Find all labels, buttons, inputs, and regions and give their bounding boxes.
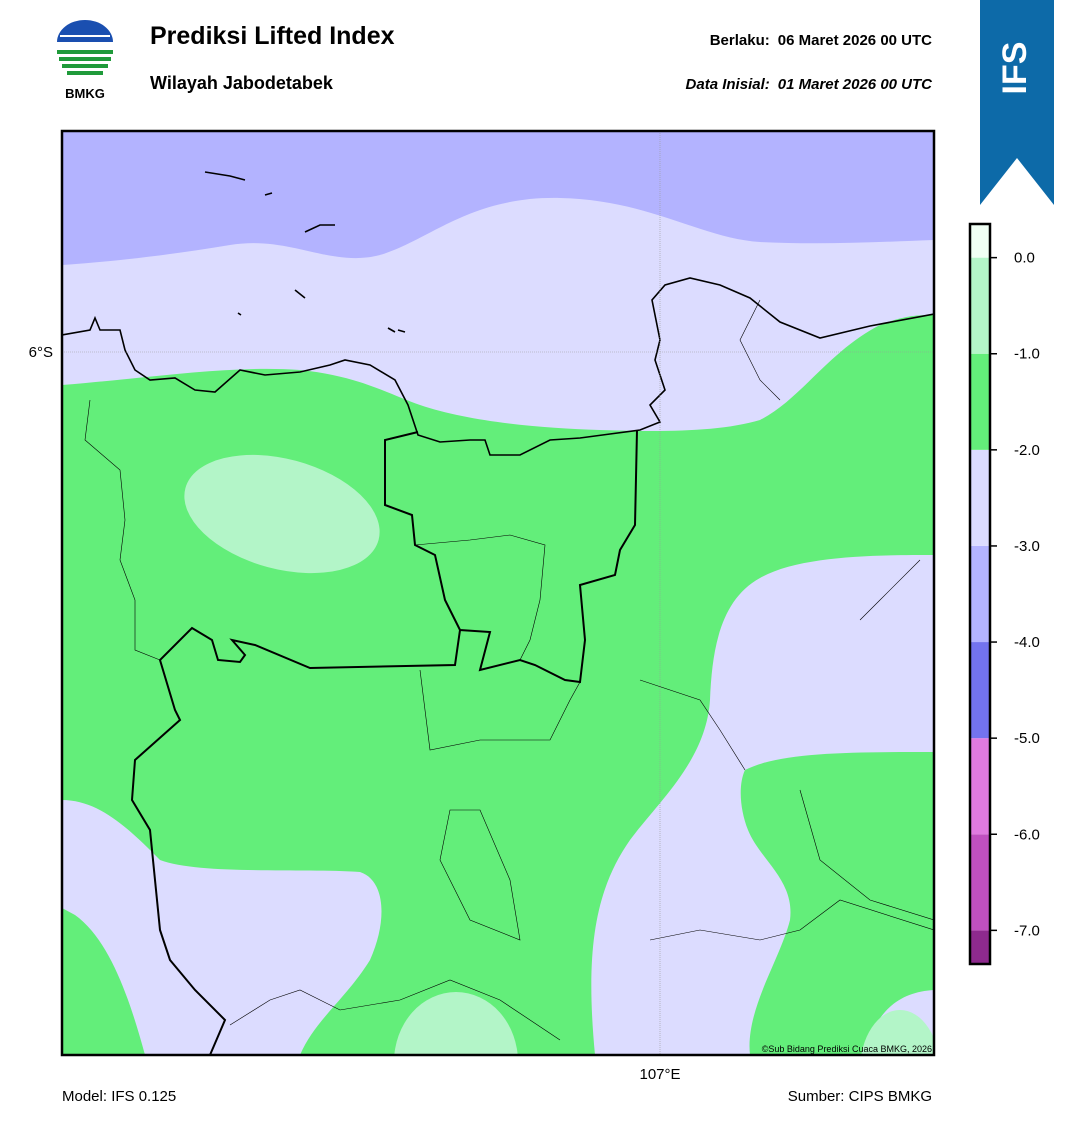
colorbar-segment [970, 257, 990, 354]
init-value: 01 Maret 2026 00 UTC [778, 76, 933, 93]
colorbar-tick-label: -6.0 [1014, 826, 1040, 843]
colorbar-segment [970, 738, 990, 835]
title: Prediksi Lifted Index [150, 22, 395, 50]
valid-value: 06 Maret 2026 00 UTC [778, 32, 932, 49]
colorbar-segment [970, 545, 990, 643]
footer-model: Model: IFS 0.125 [62, 1088, 176, 1105]
colorbar-tick-label: 0.0 [1014, 250, 1035, 267]
colorbar-segment [970, 449, 990, 546]
init-time: Data Inisial: 01 Maret 2026 00 UTC [686, 76, 934, 93]
colorbar-segment [970, 930, 990, 964]
colorbar-frame [968, 222, 992, 966]
credit: ©Sub Bidang Prediksi Cuaca BMKG, 2026 [762, 1044, 932, 1054]
colorbar-tick-label: -2.0 [1014, 442, 1040, 459]
colorbar-tick-label: -3.0 [1014, 538, 1040, 555]
logo-text: BMKG [65, 86, 105, 101]
colorbar-segment [970, 224, 990, 258]
colorbar: -7.0 -6.0 -5.0 -4.0 -3.0 -2.0 -1.0 0.0 [968, 222, 1040, 966]
valid-time: Berlaku: 06 Maret 2026 00 UTC [710, 32, 932, 49]
lat-label: 6°S [29, 344, 53, 361]
colorbar-segment [970, 353, 990, 450]
valid-label: Berlaku: [710, 32, 770, 49]
colorbar-tick-label: -4.0 [1014, 634, 1040, 651]
colorbar-tick-label: -7.0 [1014, 922, 1040, 939]
lon-label: 107°E [639, 1066, 680, 1083]
model-badge-text: IFS [996, 42, 1034, 95]
colorbar-segment [970, 834, 990, 931]
model-badge [980, 0, 1054, 205]
init-label: Data Inisial: [686, 76, 770, 93]
footer-source: Sumber: CIPS BMKG [788, 1088, 932, 1105]
colorbar-tick-label: -1.0 [1014, 346, 1040, 363]
colorbar-tick-label: -5.0 [1014, 730, 1040, 747]
colorbar-segment [970, 642, 990, 739]
subtitle: Wilayah Jabodetabek [150, 73, 334, 93]
map-frame [60, 129, 936, 1057]
map [62, 131, 934, 1055]
logo: BMKG [57, 20, 113, 101]
